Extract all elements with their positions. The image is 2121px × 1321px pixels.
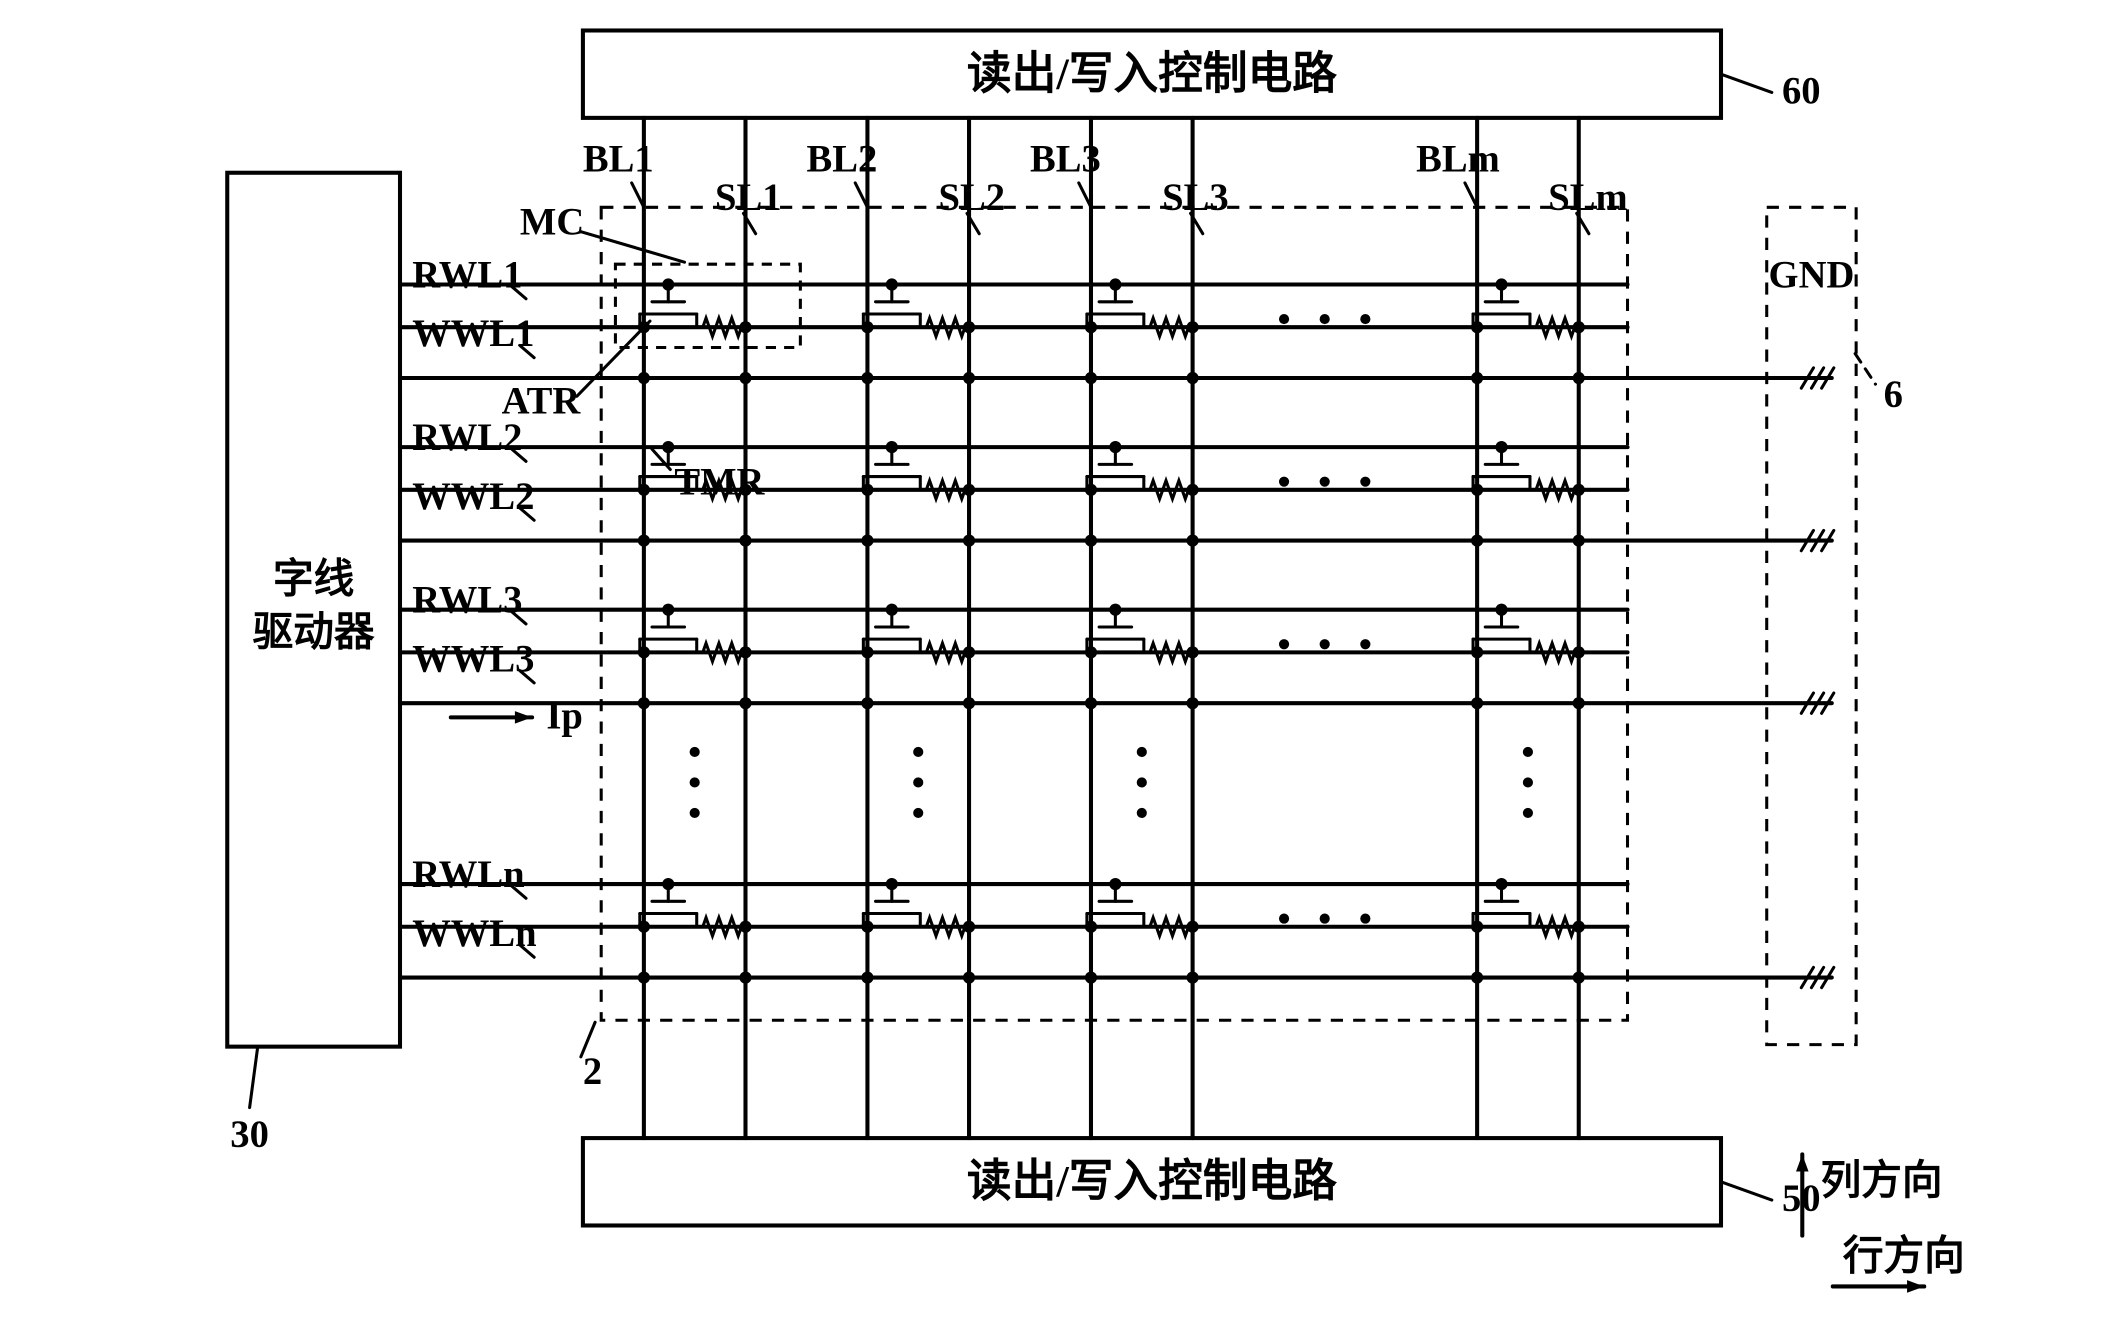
read-write-control-bottom-label: 读出/写入控制电路 xyxy=(967,1156,1337,1206)
wwl-label: WWL1 xyxy=(412,313,534,355)
rwl-label: RWL3 xyxy=(412,579,522,621)
tmr-label: TMR xyxy=(674,462,765,504)
bl-label: BL2 xyxy=(806,138,877,180)
gnd-label: GND xyxy=(1769,254,1855,296)
left-block-ref: 30 xyxy=(230,1114,269,1156)
rwl-label: RWL2 xyxy=(412,417,522,459)
wwl-label: WWL3 xyxy=(412,638,534,680)
word-line-driver-label-1: 字线 xyxy=(273,557,354,602)
row-dir-label: 行方向 xyxy=(1843,1233,1965,1278)
circuit-diagram: 读出/写入控制电路60读出/写入控制电路50字线驱动器30BL1SL1BL2SL… xyxy=(0,0,2121,1321)
gnd-ref: 6 xyxy=(1884,374,1903,416)
read-write-control-top-label: 读出/写入控制电路 xyxy=(967,49,1337,99)
wwl-label: WWL2 xyxy=(412,476,534,518)
sl-label: SL3 xyxy=(1162,177,1229,219)
sl-label: SL2 xyxy=(939,177,1006,219)
ip-label: Ip xyxy=(546,695,583,737)
mc-label: MC xyxy=(520,201,584,243)
top-block-ref: 60 xyxy=(1782,70,1821,112)
bl-label: BL3 xyxy=(1030,138,1101,180)
rwl-label: RWL1 xyxy=(412,254,522,296)
array-ref: 2 xyxy=(583,1051,602,1093)
bl-label: BL1 xyxy=(583,138,654,180)
atr-label: ATR xyxy=(502,380,582,422)
gnd-block-outline xyxy=(1767,207,1856,1044)
rwl-label: RWLn xyxy=(412,854,524,896)
sl-label: SLm xyxy=(1548,177,1627,219)
sl-label: SL1 xyxy=(715,177,782,219)
col-dir-label: 列方向 xyxy=(1821,1158,1943,1203)
bl-label: BLm xyxy=(1416,138,1500,180)
word-line-driver-label-2: 驱动器 xyxy=(253,609,375,654)
wwl-label: WWLn xyxy=(412,913,536,955)
